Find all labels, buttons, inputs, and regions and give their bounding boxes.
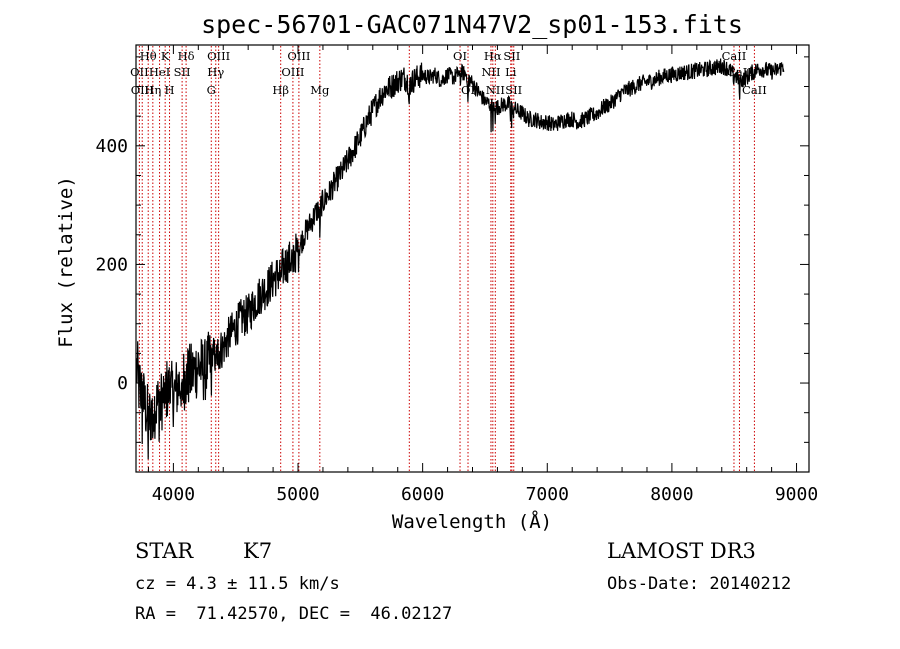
- y-tick-label: 400: [95, 136, 128, 157]
- line-marker-label: OIII: [281, 65, 304, 79]
- object-subclass: K7: [243, 539, 273, 563]
- line-marker-label: CaII: [722, 49, 747, 63]
- coordinates: RA = 71.42570, DEC = 46.02127: [135, 604, 453, 624]
- line-marker-label: CaII: [742, 83, 767, 97]
- line-marker-label: SII: [505, 83, 522, 97]
- axis-ticks: 4000 5000 6000 7000 8000 9000 0 200 400: [95, 45, 818, 505]
- x-tick-label: 7000: [526, 484, 569, 505]
- plot-frame: [135, 44, 810, 473]
- line-marker-label: NII: [481, 65, 500, 79]
- line-marker-label: OIII: [287, 49, 310, 63]
- line-marker-label: H: [165, 83, 175, 97]
- line-marker-label: G: [207, 83, 216, 97]
- line-marker-label: OII: [130, 65, 149, 79]
- y-tick-label: 0: [117, 373, 128, 394]
- line-marker-label: Hγ: [207, 65, 224, 79]
- x-tick-label: 5000: [276, 484, 319, 505]
- line-marker-label: OIII: [207, 49, 230, 63]
- line-marker-label: Hβ: [272, 83, 289, 97]
- line-marker-label: Li: [505, 65, 517, 79]
- survey-name: LAMOST DR3: [607, 539, 756, 563]
- line-marker-label: Hη: [144, 83, 161, 97]
- chart-title: spec-56701-GAC071N47V2_sp01-153.fits: [201, 10, 743, 39]
- line-marker-label: SII: [174, 65, 191, 79]
- line-marker-label: OI: [453, 49, 467, 63]
- line-markers: [138, 46, 755, 471]
- x-tick-label: 8000: [650, 484, 693, 505]
- line-marker-label: Mg: [310, 83, 330, 97]
- line-marker-label: SII: [503, 49, 520, 63]
- x-tick-label: 4000: [152, 484, 195, 505]
- x-tick-label: 9000: [775, 484, 818, 505]
- line-marker-label: Hα: [484, 49, 502, 63]
- line-marker-label: Hδ: [178, 49, 195, 63]
- x-tick-label: 6000: [401, 484, 444, 505]
- x-axis-label: Wavelength (Å): [392, 510, 552, 533]
- redshift-readout: cz = 4.3 ± 11.5 km/s: [135, 574, 340, 594]
- line-marker-label: Hθ: [140, 49, 157, 63]
- obs-date: Obs-Date: 20140212: [607, 574, 792, 594]
- y-axis-label: Flux (relative): [55, 176, 77, 348]
- line-marker-label: NII: [486, 83, 505, 97]
- line-marker-label: HeI: [149, 65, 170, 79]
- object-class: STAR: [135, 539, 194, 563]
- spectrum-line: [136, 58, 785, 460]
- line-marker-label: K: [161, 49, 170, 63]
- y-tick-label: 200: [95, 254, 128, 275]
